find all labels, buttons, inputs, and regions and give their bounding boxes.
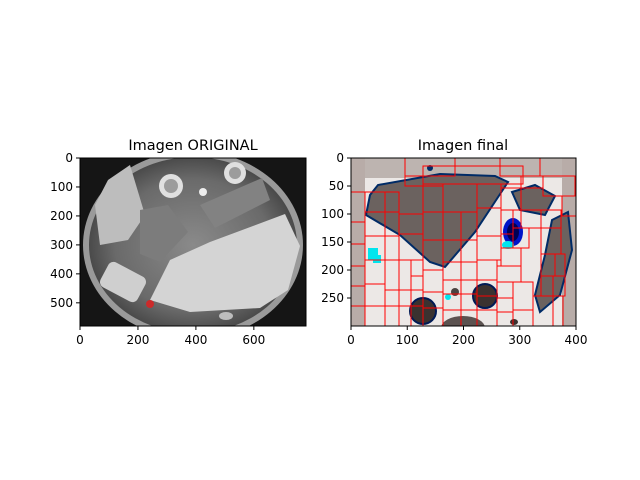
subplot-title: Imagen final — [418, 138, 508, 154]
final-image — [351, 158, 576, 326]
subplot-title: Imagen ORIGINAL — [128, 138, 257, 154]
y-tick-label: 0 — [65, 151, 73, 165]
x-tick-label: 0 — [347, 333, 355, 347]
original-image — [80, 158, 306, 326]
original-axes-ticks: 0 200 400 600 0 100 200 300 400 500 — [50, 151, 265, 347]
y-tick-label: 50 — [329, 179, 344, 193]
x-tick-label: 400 — [565, 333, 588, 347]
y-tick-label: 300 — [50, 238, 73, 252]
x-tick-label: 300 — [508, 333, 531, 347]
x-tick-label: 400 — [184, 333, 207, 347]
x-tick-label: 100 — [396, 333, 419, 347]
x-tick-label: 200 — [452, 333, 475, 347]
x-tick-label: 0 — [76, 333, 84, 347]
x-tick-label: 600 — [242, 333, 265, 347]
y-tick-label: 0 — [336, 151, 344, 165]
subplot-original: Imagen ORIGINAL 0 200 400 600 — [50, 138, 307, 347]
y-tick-label: 250 — [321, 291, 344, 305]
subplot-final: Imagen final — [321, 138, 587, 347]
y-tick-label: 500 — [50, 296, 73, 310]
final-axes-ticks: 0 100 200 300 400 0 50 100 150 200 250 — [321, 151, 587, 347]
y-tick-label: 200 — [321, 263, 344, 277]
y-tick-label: 100 — [50, 180, 73, 194]
y-tick-label: 150 — [321, 235, 344, 249]
y-tick-label: 200 — [50, 209, 73, 223]
x-tick-label: 200 — [126, 333, 149, 347]
y-tick-label: 100 — [321, 207, 344, 221]
y-tick-label: 400 — [50, 267, 73, 281]
